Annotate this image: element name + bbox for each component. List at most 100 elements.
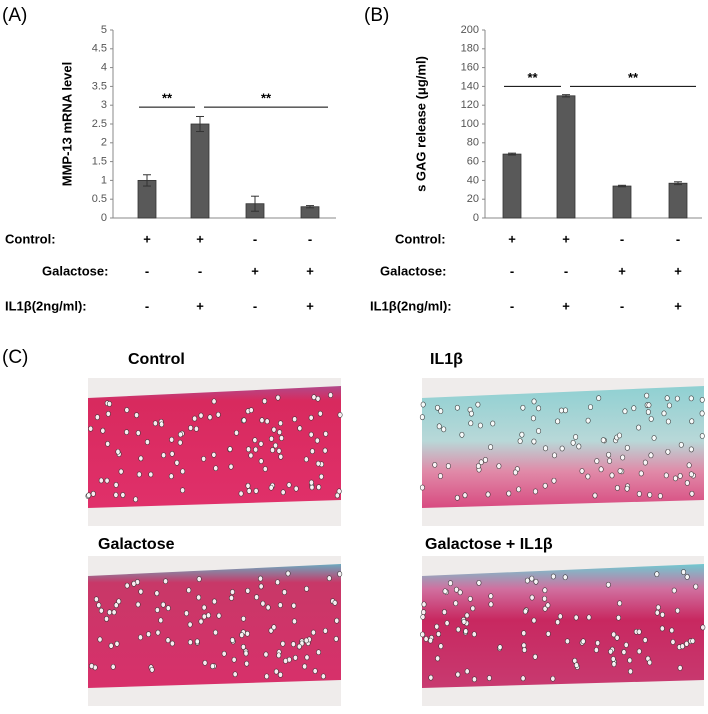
cell xyxy=(183,610,189,617)
cell xyxy=(623,642,629,648)
cell xyxy=(304,654,310,661)
cell xyxy=(210,663,216,670)
cell xyxy=(512,469,518,476)
cell xyxy=(277,671,283,678)
cell xyxy=(276,652,282,659)
cell xyxy=(100,427,106,434)
cell xyxy=(542,482,548,489)
cell xyxy=(233,429,239,436)
bar xyxy=(300,206,320,219)
cell xyxy=(636,491,642,497)
cell xyxy=(90,490,96,497)
cell xyxy=(248,407,254,414)
cell xyxy=(293,485,299,492)
cell xyxy=(229,637,235,643)
y-tick-label: 100 xyxy=(461,118,479,130)
cell xyxy=(278,420,284,427)
cell xyxy=(160,601,166,608)
cell xyxy=(542,595,548,602)
cell xyxy=(506,490,512,497)
cell xyxy=(532,488,538,495)
cell xyxy=(659,611,665,618)
error-bar xyxy=(251,195,259,212)
cell xyxy=(620,454,626,461)
cell xyxy=(323,430,329,437)
cell xyxy=(533,578,539,585)
cell xyxy=(497,644,503,651)
cell xyxy=(136,471,142,478)
cell xyxy=(88,425,94,432)
cell xyxy=(555,619,561,626)
y-tick-label: 120 xyxy=(461,99,479,111)
cell xyxy=(113,602,119,609)
cell xyxy=(444,620,450,627)
cell xyxy=(315,460,321,467)
cell xyxy=(304,585,310,592)
cell xyxy=(104,616,110,622)
significance-label: ** xyxy=(162,91,173,106)
cell xyxy=(320,673,326,680)
error-bar xyxy=(508,152,516,156)
cell xyxy=(521,630,527,637)
cell xyxy=(135,601,141,608)
cell xyxy=(628,668,634,675)
y-axis-label: s GAG release (μg/ml) xyxy=(413,56,428,192)
cell xyxy=(135,430,141,436)
cell xyxy=(86,492,92,499)
cell xyxy=(308,431,314,438)
y-tick-label: 5 xyxy=(101,24,107,36)
cell xyxy=(308,414,314,421)
cell xyxy=(124,407,130,413)
cell xyxy=(688,471,694,478)
cell xyxy=(296,643,302,650)
cell xyxy=(562,574,568,581)
cell xyxy=(627,657,633,664)
cell xyxy=(279,435,285,441)
cell xyxy=(98,607,104,614)
cell xyxy=(438,643,444,650)
cell xyxy=(438,408,444,415)
cell xyxy=(536,405,542,412)
condition-sign: - xyxy=(308,231,312,246)
cell xyxy=(531,617,537,624)
significance-label: ** xyxy=(628,70,639,85)
cell xyxy=(616,614,622,621)
cell xyxy=(246,488,252,494)
cell xyxy=(245,482,251,489)
cell xyxy=(180,487,186,494)
cell xyxy=(686,462,692,469)
cell xyxy=(421,601,427,608)
cell xyxy=(609,472,615,479)
cell xyxy=(647,491,653,498)
cell xyxy=(113,482,119,488)
y-tick-label: 0.5 xyxy=(92,193,107,205)
cell xyxy=(631,405,637,412)
cell xyxy=(646,402,652,409)
cell xyxy=(137,634,143,641)
cell xyxy=(169,436,175,443)
cell xyxy=(536,428,542,434)
cell xyxy=(579,468,585,474)
cell xyxy=(312,668,318,674)
cell xyxy=(693,583,699,590)
cell xyxy=(311,394,317,401)
cell xyxy=(423,636,429,642)
cell xyxy=(292,654,298,661)
cell xyxy=(291,618,297,625)
y-tick-label: 0 xyxy=(473,212,479,224)
cell xyxy=(570,439,576,446)
cell xyxy=(557,613,563,620)
cell xyxy=(302,663,308,670)
cell xyxy=(174,459,180,466)
histology-label: Galactose xyxy=(98,536,175,553)
cell xyxy=(207,414,213,421)
cell xyxy=(532,653,538,660)
condition-sign: + xyxy=(562,231,570,246)
cell xyxy=(464,612,470,619)
condition-sign: + xyxy=(674,263,682,278)
cell xyxy=(608,648,614,655)
cell xyxy=(617,432,623,439)
cell xyxy=(104,477,110,484)
condition-sign: + xyxy=(196,231,204,246)
cell xyxy=(651,435,657,441)
